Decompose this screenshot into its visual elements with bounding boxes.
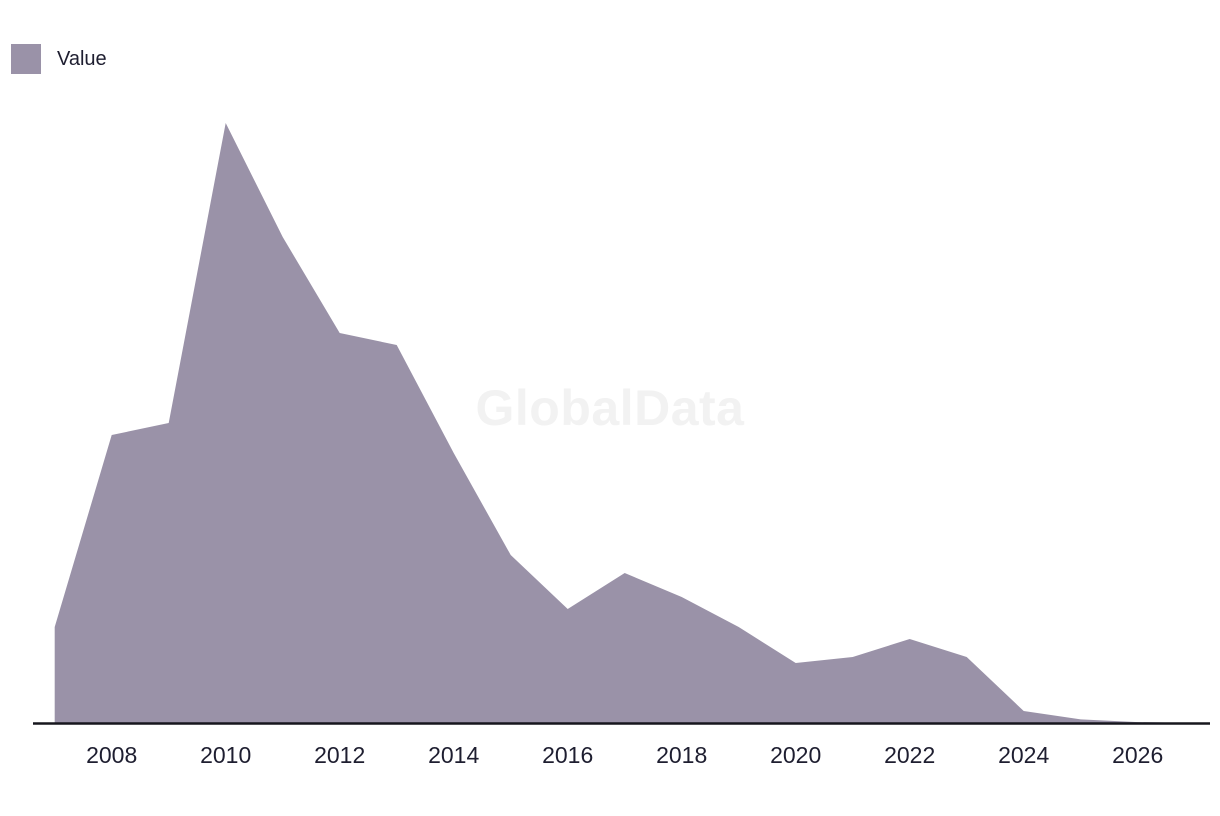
legend-swatch-value bbox=[11, 44, 41, 74]
area-series-value bbox=[54, 123, 1195, 723]
globaldata-watermark: GlobalData bbox=[475, 380, 745, 436]
legend-label: Value bbox=[57, 47, 107, 70]
chart-legend: Value bbox=[11, 44, 107, 74]
